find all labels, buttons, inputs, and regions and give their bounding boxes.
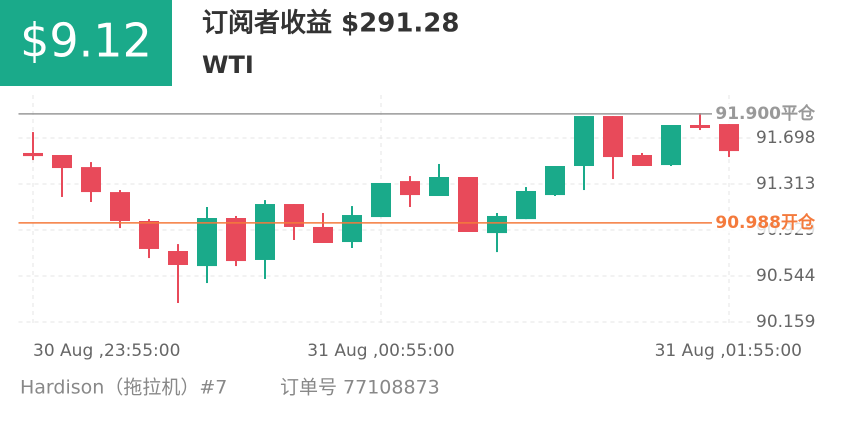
candle-body <box>226 218 246 262</box>
candle-body <box>690 125 710 128</box>
candle-body <box>168 251 188 265</box>
candle-body <box>603 116 623 158</box>
y-tick-label: 91.698 <box>756 128 815 148</box>
candle-body <box>574 116 594 167</box>
level-label: 91.900平仓 <box>715 103 816 124</box>
candle-body <box>371 182 391 218</box>
x-tick-label: 31 Aug ,01:55:00 <box>655 341 802 361</box>
order-number: 订单号 77108873 <box>280 377 440 399</box>
badge: $9.12 <box>20 14 152 68</box>
candle-body <box>487 215 507 234</box>
y-tick-label: 90.544 <box>756 266 815 286</box>
candle-body <box>719 124 739 152</box>
candle-body <box>197 218 217 267</box>
x-tick-label: 31 Aug ,00:55:00 <box>307 341 454 361</box>
candle-body <box>52 155 72 169</box>
candle-body <box>23 152 43 157</box>
y-tick-label: 91.313 <box>756 174 815 194</box>
candle-body <box>429 177 449 197</box>
symbol: WTI <box>202 51 254 79</box>
level-label-bg <box>712 103 816 124</box>
candle-body <box>110 192 130 221</box>
candle-body <box>81 167 101 193</box>
candle-body <box>516 190 536 220</box>
candle-body <box>632 155 652 167</box>
candle-body <box>284 204 304 227</box>
x-tick-label: 30 Aug ,23:55:00 <box>33 341 180 361</box>
candle-body <box>255 204 275 260</box>
candle-body <box>342 215 362 243</box>
title: 订阅者收益 $291.28 <box>202 9 459 39</box>
candle-body <box>313 226 333 243</box>
level-label-bg <box>712 212 816 233</box>
candle-body <box>661 125 681 166</box>
candle-body <box>139 220 159 249</box>
badge-bg <box>0 0 172 86</box>
candle-body <box>545 166 565 196</box>
level-label: 90.988开仓 <box>715 212 816 233</box>
trader: Hardison（拖拉机）#7 <box>20 377 227 399</box>
y-tick-label: 90.159 <box>756 312 815 332</box>
candle-body <box>400 181 420 196</box>
candle-body <box>458 177 478 232</box>
